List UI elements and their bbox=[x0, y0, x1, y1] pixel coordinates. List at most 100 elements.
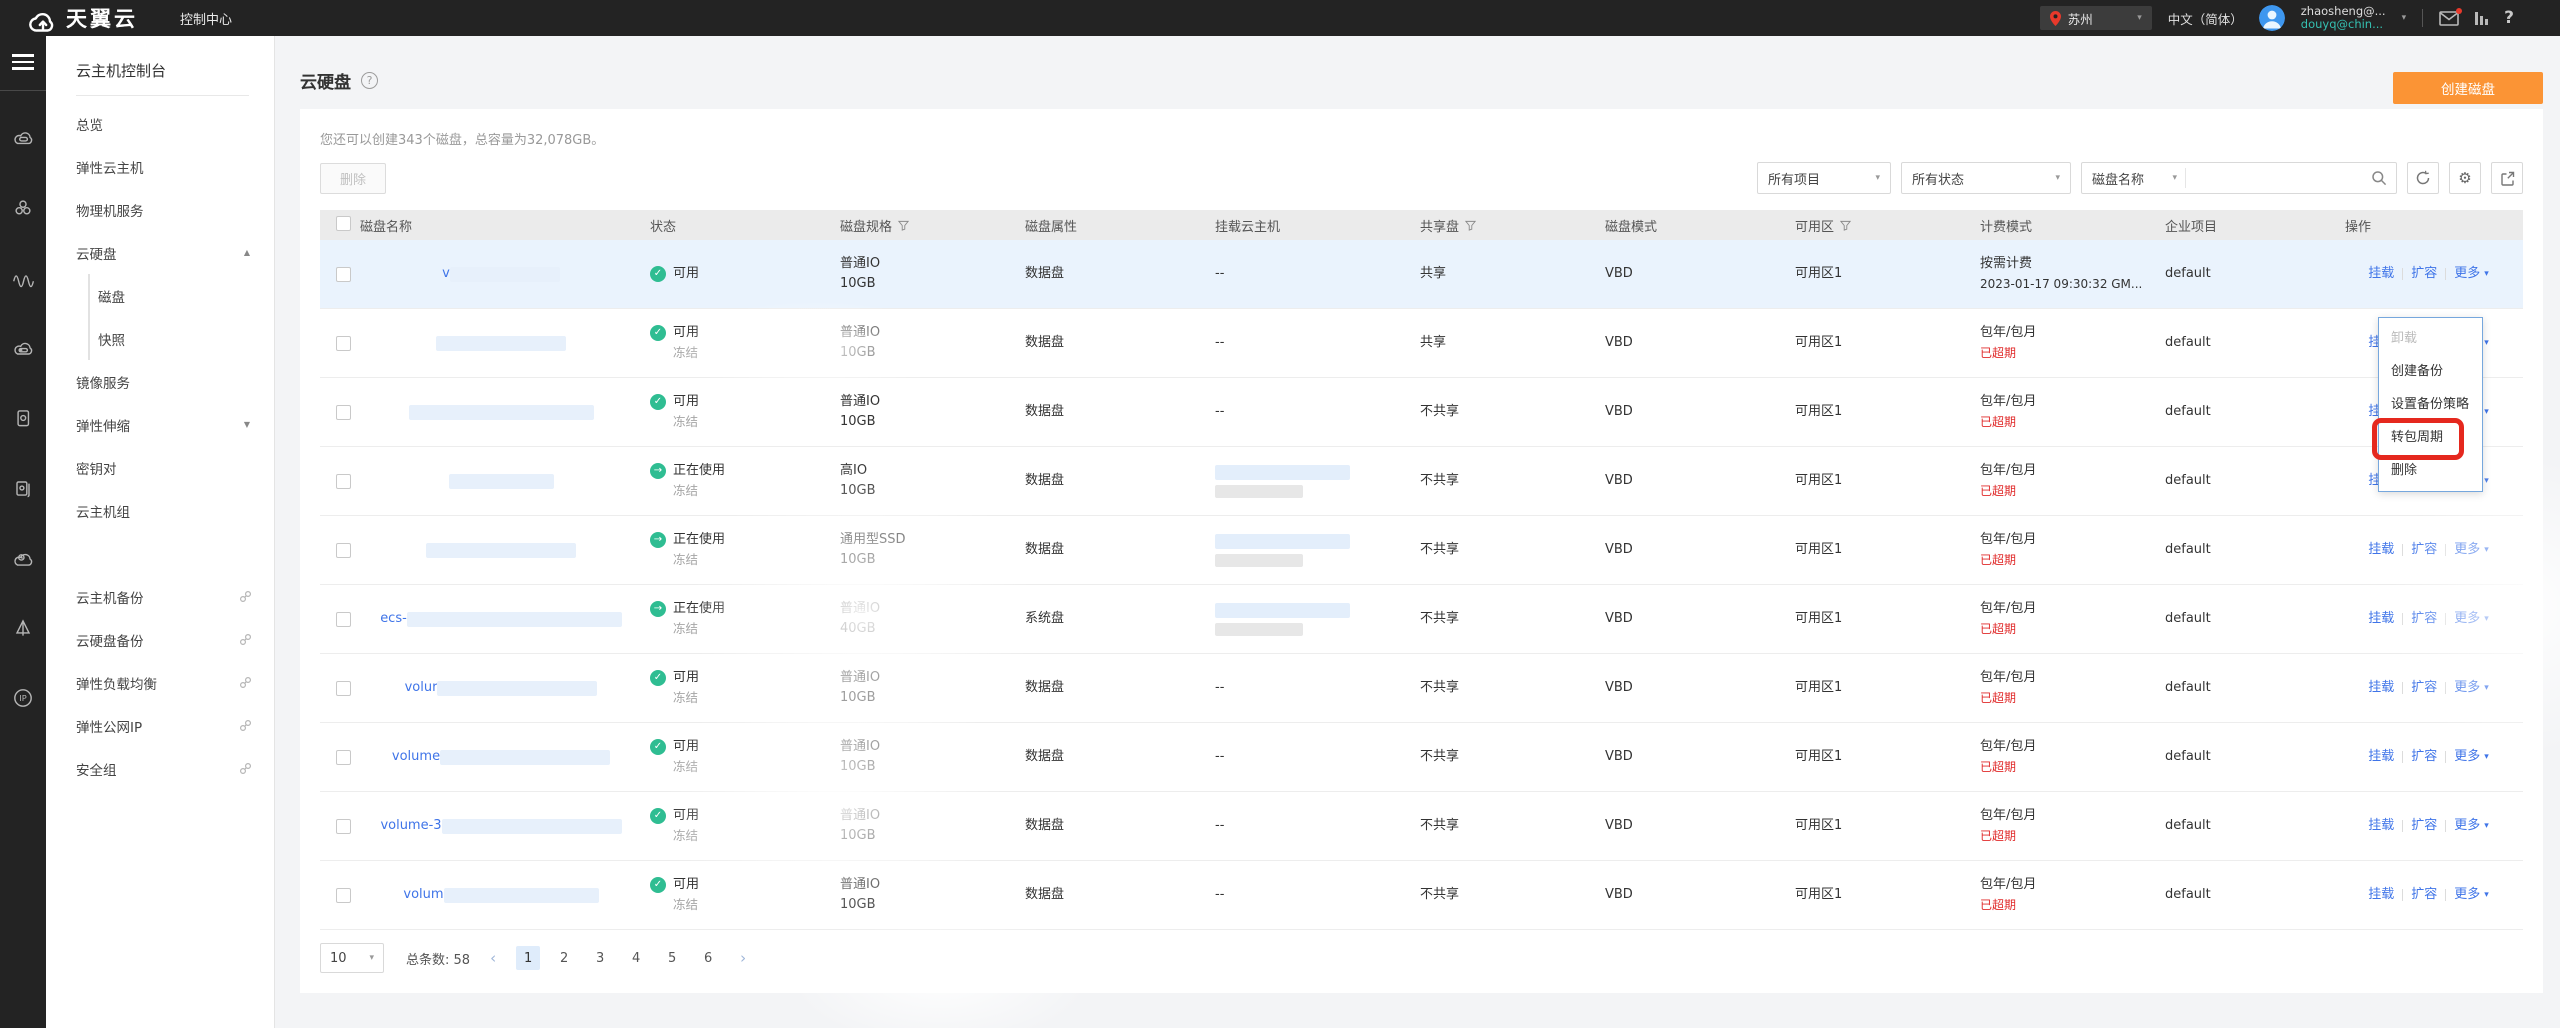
page-help-icon[interactable]: ? bbox=[361, 72, 378, 89]
more-link[interactable]: 更多 bbox=[2454, 680, 2481, 695]
page-size-select[interactable]: 10 ▾ bbox=[320, 943, 384, 973]
sidebar-item[interactable]: 密钥对 bbox=[46, 446, 274, 489]
page-number[interactable]: 5 bbox=[667, 950, 677, 966]
refresh-button[interactable] bbox=[2407, 162, 2439, 194]
row-checkbox[interactable] bbox=[336, 335, 351, 351]
attach-link[interactable]: 挂载 bbox=[2368, 266, 2395, 281]
expand-link[interactable]: 扩容 bbox=[2411, 266, 2438, 281]
more-link[interactable]: 更多 bbox=[2454, 749, 2481, 764]
row-checkbox[interactable] bbox=[336, 473, 351, 489]
menu-item[interactable]: 设置备份策略 bbox=[2391, 397, 2470, 412]
expand-link[interactable]: 扩容 bbox=[2411, 680, 2438, 695]
expand-link[interactable]: 扩容 bbox=[2411, 611, 2438, 626]
sidebar-item[interactable]: 云硬盘备份 bbox=[46, 618, 274, 661]
attach-link[interactable]: 挂载 bbox=[2368, 749, 2395, 764]
expand-link[interactable]: 扩容 bbox=[2411, 887, 2438, 902]
disks-icon[interactable] bbox=[11, 465, 35, 511]
table-row[interactable]: volume-3 ✓ 可用 冻结 普通IO 10GB bbox=[320, 792, 2523, 861]
user-menu[interactable]: zhaosheng@... douyq@chin... bbox=[2301, 5, 2386, 31]
table-row[interactable]: volum ✓ 可用 冻结 普通IO 10GB bbox=[320, 861, 2523, 930]
row-checkbox[interactable] bbox=[336, 266, 351, 282]
search-input[interactable] bbox=[2186, 164, 2362, 192]
sidebar-item[interactable]: 弹性负载均衡 bbox=[46, 661, 274, 704]
expand-link[interactable]: 扩容 bbox=[2411, 542, 2438, 557]
row-checkbox[interactable] bbox=[336, 818, 351, 834]
page-number[interactable]: 4 bbox=[631, 950, 641, 966]
attach-link[interactable]: 挂载 bbox=[2368, 887, 2395, 902]
menu-item[interactable]: 卸载 bbox=[2391, 331, 2418, 346]
page-number[interactable]: 1 bbox=[516, 946, 541, 970]
chevron-down-icon[interactable]: ▾ bbox=[2401, 13, 2407, 23]
attach-link[interactable]: 挂载 bbox=[2368, 542, 2395, 557]
disk-name-link[interactable]: volume bbox=[391, 749, 441, 764]
row-checkbox[interactable] bbox=[336, 542, 351, 558]
cloud-host-icon[interactable] bbox=[11, 325, 35, 371]
sidebar-item[interactable]: 安全组 bbox=[46, 747, 274, 790]
row-checkbox[interactable] bbox=[336, 887, 351, 903]
delete-button[interactable]: 删除 bbox=[320, 162, 386, 194]
row-checkbox[interactable] bbox=[336, 680, 351, 696]
export-button[interactable] bbox=[2491, 162, 2523, 194]
page-number[interactable]: 6 bbox=[703, 950, 713, 966]
attach-link[interactable]: 挂载 bbox=[2368, 611, 2395, 626]
disk-name-link[interactable]: volume-3 bbox=[380, 818, 442, 833]
more-link[interactable]: 更多 bbox=[2454, 542, 2481, 557]
table-row[interactable]: ✓ 可用 冻结 普通IO 10GB 数据盘 -- bbox=[320, 378, 2523, 447]
page-number[interactable]: 3 bbox=[595, 950, 605, 966]
messages-icon[interactable] bbox=[2439, 7, 2463, 26]
cluster-icon[interactable] bbox=[11, 185, 35, 231]
prev-page-icon[interactable]: ‹ bbox=[490, 949, 497, 967]
sidebar-item[interactable]: 快照 bbox=[46, 317, 274, 360]
console-center-link[interactable]: 控制中心 bbox=[180, 12, 233, 28]
expand-link[interactable]: 扩容 bbox=[2411, 818, 2438, 833]
ecs-icon[interactable] bbox=[11, 115, 35, 161]
create-disk-button[interactable]: 创建磁盘 bbox=[2393, 72, 2543, 104]
sidebar-item[interactable]: 云主机组 bbox=[46, 489, 274, 532]
attach-link[interactable]: 挂载 bbox=[2368, 818, 2395, 833]
table-row[interactable]: volur ✓ 可用 冻结 普通IO 10GB bbox=[320, 654, 2523, 723]
sidebar-item[interactable]: 云硬盘 ▲ bbox=[46, 231, 274, 274]
filter-icon[interactable] bbox=[1840, 220, 1852, 231]
more-link[interactable]: 更多 bbox=[2454, 887, 2481, 902]
table-row[interactable]: → 正在使用 冻结 高IO 10GB 数据盘 bbox=[320, 447, 2523, 516]
settings-button[interactable]: ⚙ bbox=[2449, 162, 2481, 194]
avatar[interactable] bbox=[2258, 5, 2285, 31]
brand-logo[interactable]: 天翼云 bbox=[14, 3, 138, 33]
sidebar-item[interactable]: 总览 bbox=[46, 102, 274, 145]
more-link[interactable]: 更多 bbox=[2454, 611, 2481, 626]
status-filter-select[interactable]: 所有状态 ▾ bbox=[1901, 162, 2071, 194]
help-icon[interactable]: ? bbox=[2504, 8, 2514, 28]
page-number[interactable]: 2 bbox=[559, 950, 569, 966]
eip-icon[interactable]: IP bbox=[11, 675, 35, 721]
expand-link[interactable]: 扩容 bbox=[2411, 749, 2438, 764]
more-link[interactable]: 更多 bbox=[2454, 818, 2481, 833]
table-row[interactable]: → 正在使用 冻结 通用型SSD 10GB 数据盘 bbox=[320, 516, 2523, 585]
cloud-backup-icon[interactable] bbox=[11, 535, 35, 581]
sidebar-item[interactable]: 磁盘 bbox=[46, 274, 274, 317]
row-checkbox[interactable] bbox=[336, 749, 351, 765]
disk-name-link[interactable]: ecs- bbox=[380, 611, 407, 626]
search-field-select[interactable]: 磁盘名称 ▾ bbox=[2082, 168, 2186, 188]
sidebar-item[interactable]: 物理机服务 bbox=[46, 188, 274, 231]
sidebar-item[interactable] bbox=[46, 532, 274, 575]
row-checkbox[interactable] bbox=[336, 611, 351, 627]
waves-icon[interactable] bbox=[11, 255, 35, 301]
table-row[interactable]: v ✓ 可用 普通IO 10GB bbox=[320, 240, 2523, 309]
filter-icon[interactable] bbox=[1465, 220, 1477, 231]
table-row[interactable]: ecs- → 正在使用 冻结 普通IO 40GB bbox=[320, 585, 2523, 654]
sidebar-item[interactable]: 云主机备份 bbox=[46, 575, 274, 618]
menu-toggle-icon[interactable] bbox=[12, 50, 34, 74]
next-page-icon[interactable]: › bbox=[740, 949, 747, 967]
language-selector[interactable]: 中文（简体） bbox=[2167, 11, 2243, 27]
disk-name-link[interactable]: volur bbox=[404, 680, 438, 695]
disk-name-link[interactable]: volum bbox=[403, 887, 444, 902]
menu-item[interactable]: 转包周期 bbox=[2391, 430, 2444, 445]
usage-stats-icon[interactable] bbox=[2475, 11, 2489, 25]
sidebar-item[interactable]: 弹性云主机 bbox=[46, 145, 274, 188]
search-icon[interactable] bbox=[2362, 170, 2396, 186]
row-checkbox[interactable] bbox=[336, 404, 351, 420]
sidebar-item[interactable]: 弹性公网IP bbox=[46, 704, 274, 747]
sidebar-item[interactable]: 弹性伸缩 ▼ bbox=[46, 403, 274, 446]
region-selector[interactable]: 苏州 ▾ bbox=[2039, 6, 2152, 30]
menu-item[interactable]: 删除 bbox=[2391, 463, 2418, 478]
